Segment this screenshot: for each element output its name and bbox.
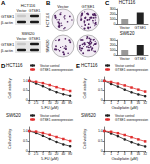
html-text:E: E bbox=[76, 63, 80, 69]
html-text:D: D bbox=[1, 63, 6, 69]
svg-text:0.5: 0.5 bbox=[23, 139, 28, 143]
svg-text:5-FU (μM): 5-FU (μM) bbox=[41, 106, 59, 110]
svg-text:Vector control: Vector control bbox=[115, 114, 135, 118]
svg-text:Vector: Vector bbox=[120, 26, 131, 30]
svg-text:2.5: 2.5 bbox=[34, 101, 39, 105]
svg-text:0: 0 bbox=[100, 149, 103, 153]
svg-text:32: 32 bbox=[143, 152, 147, 156]
svg-text:10: 10 bbox=[48, 101, 52, 105]
svg-text:5: 5 bbox=[42, 101, 44, 105]
svg-text:Cell viability: Cell viability bbox=[8, 78, 12, 98]
svg-text:4: 4 bbox=[124, 152, 126, 156]
svg-text:0: 0 bbox=[103, 152, 105, 156]
svg-text:HCT116: HCT116 bbox=[45, 12, 50, 27]
svg-text:SW620: SW620 bbox=[21, 31, 35, 36]
svg-text:0: 0 bbox=[114, 53, 116, 57]
svg-text:HCT116: HCT116 bbox=[21, 3, 36, 8]
html-text:C: C bbox=[105, 0, 110, 6]
svg-text:HCT116: HCT116 bbox=[119, 0, 136, 5]
svg-text:Oxaliplatin (μM): Oxaliplatin (μM) bbox=[111, 106, 138, 110]
svg-text:80: 80 bbox=[68, 152, 72, 156]
svg-text:0: 0 bbox=[28, 101, 30, 105]
svg-text:20: 20 bbox=[55, 152, 59, 156]
svg-text:GTSE1 overexpression: GTSE1 overexpression bbox=[40, 68, 73, 72]
svg-text:Cell viability: Cell viability bbox=[83, 78, 87, 98]
svg-text:8: 8 bbox=[131, 152, 133, 156]
svg-text:SW620: SW620 bbox=[6, 113, 21, 118]
svg-text:0: 0 bbox=[25, 149, 28, 153]
svg-text:80: 80 bbox=[68, 101, 72, 105]
svg-text:5: 5 bbox=[42, 152, 44, 156]
svg-text:GTSE1: GTSE1 bbox=[1, 42, 15, 47]
svg-text:0: 0 bbox=[103, 101, 105, 105]
svg-text:Vector control: Vector control bbox=[40, 64, 60, 68]
svg-text:0: 0 bbox=[25, 98, 28, 102]
svg-text:Vector control: Vector control bbox=[115, 64, 135, 68]
svg-text:16: 16 bbox=[137, 152, 141, 156]
svg-text:Cell viability: Cell viability bbox=[83, 129, 87, 149]
svg-text:Vector control: Vector control bbox=[40, 114, 60, 118]
svg-text:1: 1 bbox=[110, 152, 112, 156]
svg-text:40: 40 bbox=[62, 101, 66, 105]
svg-text:1.0: 1.0 bbox=[98, 79, 103, 83]
svg-text:GTSE1 overexpression: GTSE1 overexpression bbox=[115, 118, 148, 122]
svg-text:2.5: 2.5 bbox=[34, 152, 39, 156]
svg-text:GTSE1 overexpression: GTSE1 overexpression bbox=[40, 118, 73, 122]
svg-text:200: 200 bbox=[110, 43, 116, 47]
svg-text:GTSE1: GTSE1 bbox=[1, 14, 15, 19]
svg-text:5-FU (μM): 5-FU (μM) bbox=[41, 157, 59, 161]
svg-text:0.5: 0.5 bbox=[23, 88, 28, 92]
svg-text:2: 2 bbox=[117, 101, 119, 105]
svg-text:4: 4 bbox=[124, 101, 126, 105]
svg-text:1.0: 1.0 bbox=[23, 129, 28, 133]
svg-text:32: 32 bbox=[143, 101, 147, 105]
svg-text:GTSE1: GTSE1 bbox=[29, 37, 41, 41]
svg-text:β-actin: β-actin bbox=[1, 48, 13, 53]
html-text:A: A bbox=[1, 0, 6, 6]
svg-text:Oxaliplatin (μM): Oxaliplatin (μM) bbox=[111, 157, 138, 161]
svg-text:GTSE1: GTSE1 bbox=[81, 4, 95, 9]
svg-text:0.5: 0.5 bbox=[98, 139, 103, 143]
svg-text:10: 10 bbox=[48, 152, 52, 156]
html-text:B: B bbox=[46, 0, 51, 6]
svg-text:0: 0 bbox=[28, 152, 30, 156]
svg-text:1.0: 1.0 bbox=[23, 79, 28, 83]
svg-text:GTSE1: GTSE1 bbox=[29, 9, 41, 13]
svg-text:8: 8 bbox=[131, 101, 133, 105]
svg-text:Vector: Vector bbox=[120, 57, 131, 61]
svg-text:Vector: Vector bbox=[17, 37, 28, 41]
svg-text:Vector: Vector bbox=[17, 9, 28, 13]
svg-text:SW620: SW620 bbox=[120, 31, 135, 36]
svg-text:100: 100 bbox=[110, 17, 116, 21]
svg-text:300: 300 bbox=[110, 7, 116, 11]
svg-text:2: 2 bbox=[117, 152, 119, 156]
svg-text:β-actin: β-actin bbox=[1, 20, 13, 25]
svg-text:GTSE1 overexpression: GTSE1 overexpression bbox=[115, 68, 148, 72]
svg-text:Vector: Vector bbox=[57, 4, 69, 9]
svg-text:40: 40 bbox=[62, 152, 66, 156]
svg-text:20: 20 bbox=[55, 101, 59, 105]
svg-text:SW620: SW620 bbox=[81, 113, 96, 118]
svg-text:0: 0 bbox=[100, 98, 103, 102]
svg-text:0: 0 bbox=[114, 22, 116, 26]
svg-text:HCT116: HCT116 bbox=[6, 63, 23, 68]
svg-text:16: 16 bbox=[137, 101, 141, 105]
svg-text:GTSE1: GTSE1 bbox=[135, 26, 147, 30]
svg-text:SW620: SW620 bbox=[45, 39, 50, 53]
svg-text:1.0: 1.0 bbox=[98, 129, 103, 133]
svg-text:300: 300 bbox=[110, 38, 116, 42]
svg-text:Cell viability: Cell viability bbox=[8, 129, 12, 149]
svg-text:0.5: 0.5 bbox=[98, 88, 103, 92]
svg-text:GTSE1: GTSE1 bbox=[135, 57, 147, 61]
svg-text:100: 100 bbox=[110, 48, 116, 52]
svg-text:1: 1 bbox=[110, 101, 112, 105]
svg-text:HCT116: HCT116 bbox=[81, 63, 98, 68]
svg-text:200: 200 bbox=[110, 12, 116, 16]
